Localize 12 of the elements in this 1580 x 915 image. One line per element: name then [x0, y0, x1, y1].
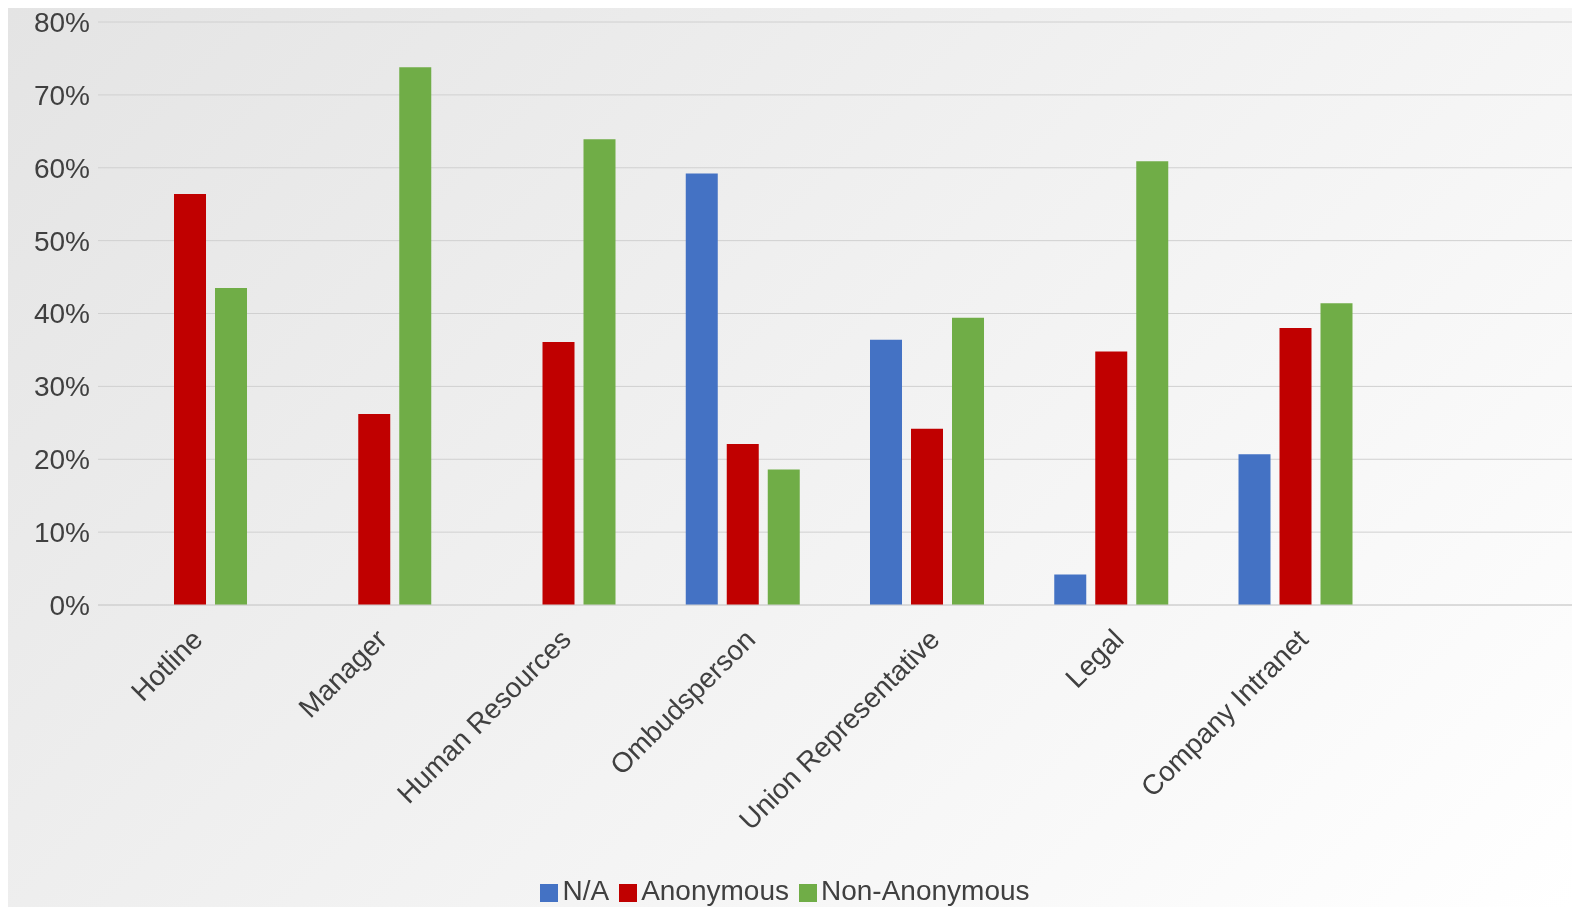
y-tick-label: 80% — [33, 6, 90, 38]
legend-label: Non-Anonymous — [821, 875, 1030, 906]
y-tick-label: 20% — [33, 444, 90, 476]
y-tick-label: 50% — [33, 225, 90, 257]
y-tick-label: 70% — [33, 79, 90, 111]
legend-label: N/A — [562, 875, 610, 906]
y-tick-label: 30% — [33, 371, 90, 403]
legend-label: Anonymous — [641, 875, 789, 906]
y-tick-label: 40% — [33, 298, 90, 330]
y-tick-label: 60% — [33, 152, 90, 184]
y-tick-label: 10% — [33, 517, 90, 549]
y-tick-label: 0% — [49, 589, 90, 621]
